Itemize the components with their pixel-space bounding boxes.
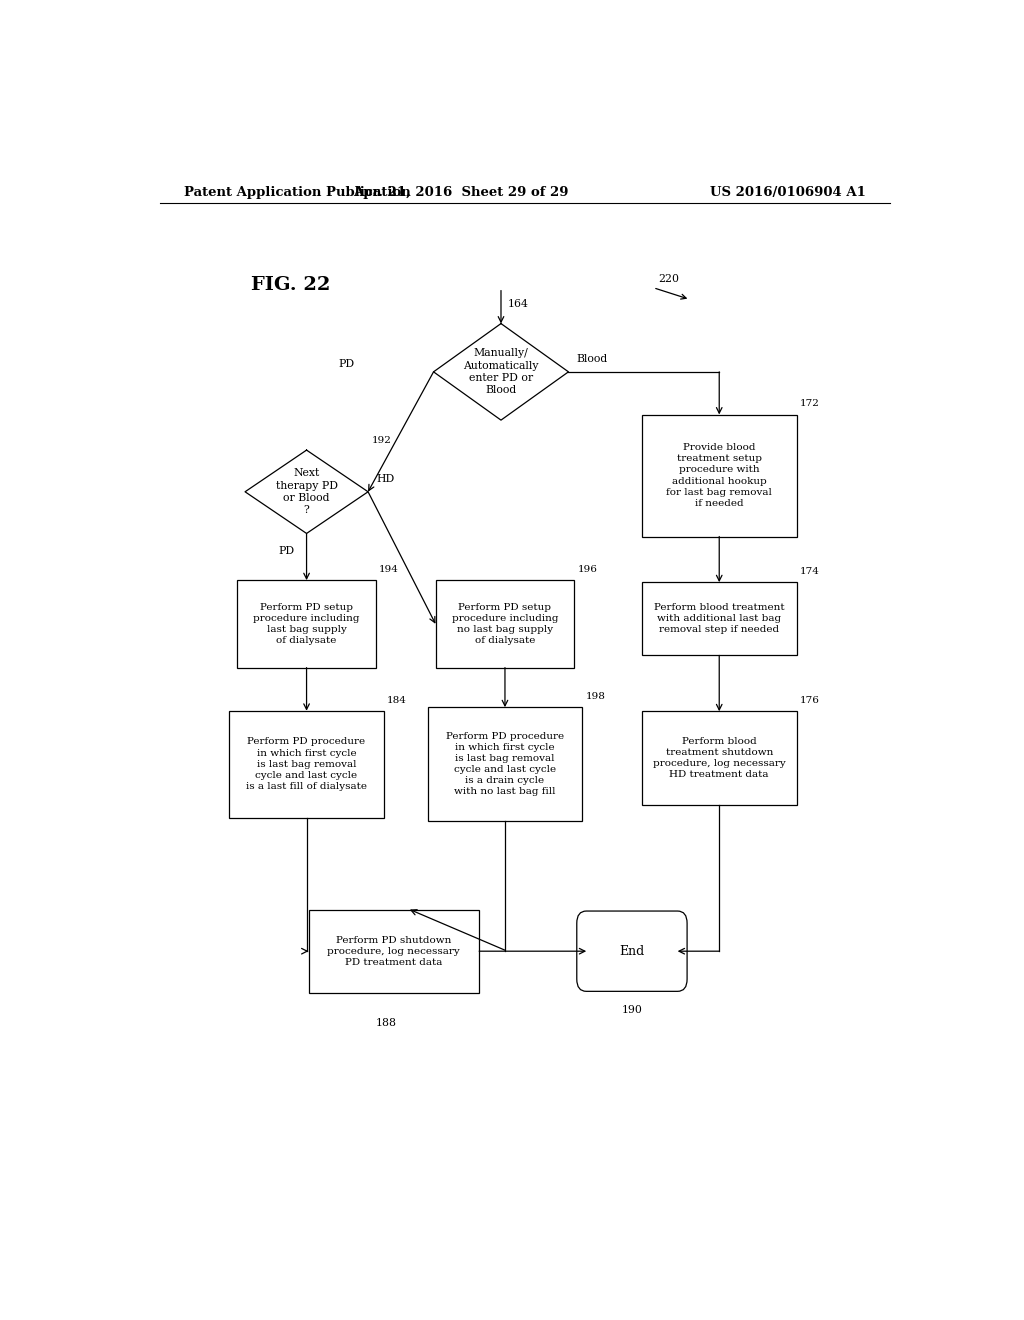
Text: Apr. 21, 2016  Sheet 29 of 29: Apr. 21, 2016 Sheet 29 of 29 <box>353 186 569 199</box>
Text: Perform PD procedure
in which first cycle
is last bag removal
cycle and last cyc: Perform PD procedure in which first cycl… <box>246 738 367 791</box>
FancyBboxPatch shape <box>229 710 384 817</box>
Polygon shape <box>433 323 568 420</box>
Text: PD: PD <box>338 359 354 368</box>
Text: 174: 174 <box>800 568 819 576</box>
FancyBboxPatch shape <box>642 414 797 536</box>
Text: 198: 198 <box>586 692 605 701</box>
Polygon shape <box>245 450 368 533</box>
Text: PD: PD <box>279 545 295 556</box>
Text: Next
therapy PD
or Blood
?: Next therapy PD or Blood ? <box>275 469 338 515</box>
Text: FIG. 22: FIG. 22 <box>251 276 331 294</box>
Text: Perform PD setup
procedure including
no last bag supply
of dialysate: Perform PD setup procedure including no … <box>452 603 558 645</box>
Text: 194: 194 <box>379 565 399 574</box>
FancyBboxPatch shape <box>642 711 797 805</box>
FancyBboxPatch shape <box>428 708 583 821</box>
Text: Blood: Blood <box>577 354 607 364</box>
Text: Manually/
Automatically
enter PD or
Blood: Manually/ Automatically enter PD or Bloo… <box>463 348 539 396</box>
Text: Perform PD shutdown
procedure, log necessary
PD treatment data: Perform PD shutdown procedure, log neces… <box>328 936 460 966</box>
FancyBboxPatch shape <box>577 911 687 991</box>
FancyBboxPatch shape <box>435 581 574 668</box>
Text: 164: 164 <box>507 298 528 309</box>
Text: 176: 176 <box>800 696 819 705</box>
Text: Perform PD procedure
in which first cycle
is last bag removal
cycle and last cyc: Perform PD procedure in which first cycl… <box>445 731 564 796</box>
Text: 184: 184 <box>387 696 407 705</box>
Text: 192: 192 <box>372 436 392 445</box>
Text: Perform PD setup
procedure including
last bag supply
of dialysate: Perform PD setup procedure including las… <box>253 603 359 645</box>
Text: Perform blood
treatment shutdown
procedure, log necessary
HD treatment data: Perform blood treatment shutdown procedu… <box>653 737 785 779</box>
Text: 196: 196 <box>578 565 597 574</box>
Text: Provide blood
treatment setup
procedure with
additional hookup
for last bag remo: Provide blood treatment setup procedure … <box>667 444 772 508</box>
Text: US 2016/0106904 A1: US 2016/0106904 A1 <box>711 186 866 199</box>
Text: 220: 220 <box>658 275 679 284</box>
Text: 188: 188 <box>376 1018 396 1028</box>
Text: End: End <box>620 945 644 958</box>
Text: 190: 190 <box>622 1005 642 1015</box>
FancyBboxPatch shape <box>308 909 479 993</box>
Text: Perform blood treatment
with additional last bag
removal step if needed: Perform blood treatment with additional … <box>654 603 784 635</box>
FancyBboxPatch shape <box>238 581 376 668</box>
Text: Patent Application Publication: Patent Application Publication <box>183 186 411 199</box>
Text: 172: 172 <box>800 400 819 408</box>
FancyBboxPatch shape <box>642 582 797 656</box>
Text: HD: HD <box>376 474 394 483</box>
